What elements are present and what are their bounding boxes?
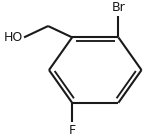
Text: F: F <box>69 124 76 136</box>
Text: HO: HO <box>3 31 23 44</box>
Text: Br: Br <box>112 1 125 14</box>
